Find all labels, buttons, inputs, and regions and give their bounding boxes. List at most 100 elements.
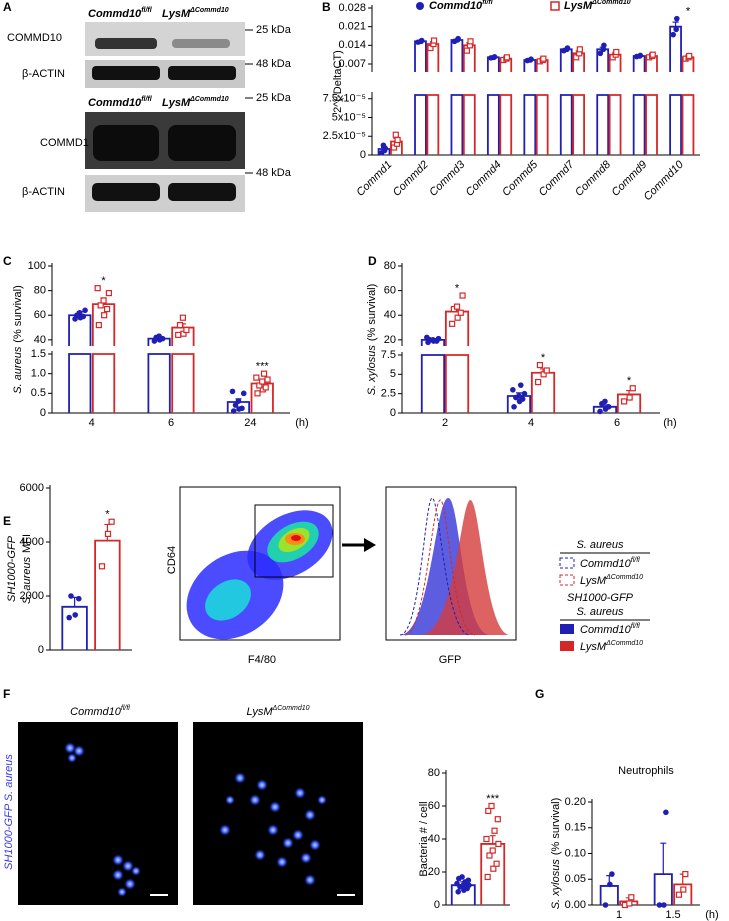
data-point <box>656 902 663 908</box>
micrograph <box>18 722 178 905</box>
genotype-label: LysMΔCommd10 <box>162 96 229 109</box>
data-point <box>649 51 656 58</box>
density-cloud <box>205 579 251 621</box>
data-point <box>430 37 438 44</box>
legend-label: Commd10fl/fl <box>429 0 494 12</box>
blot-band <box>168 66 236 80</box>
blot-band <box>92 183 160 201</box>
data-point <box>455 35 461 42</box>
legend-label: Commd10fl/fl <box>580 557 640 570</box>
y-tick-label: 2000 <box>20 590 44 602</box>
panel-label: C <box>3 254 12 268</box>
image-title: Commd10fl/fl <box>70 705 130 718</box>
legend-label-sup: fl/fl <box>482 0 494 6</box>
blot-label: COMMD1 <box>40 137 89 149</box>
legend-swatch <box>559 557 575 569</box>
genotype-text: Commd10 <box>88 97 142 109</box>
y-axis-label: SH1000-GFP <box>6 535 18 602</box>
density-cloud <box>291 535 301 541</box>
y-axis-label: Bacteria # / cell <box>418 801 430 876</box>
histogram <box>399 497 471 636</box>
significance: * <box>105 509 110 521</box>
y-tick-label: 60 <box>34 309 46 321</box>
legend-swatch <box>560 641 574 651</box>
panel-label: G <box>535 687 544 701</box>
data-point <box>637 52 644 59</box>
data-point <box>621 398 628 405</box>
data-point <box>576 46 583 53</box>
data-point <box>516 393 522 399</box>
data-point <box>503 54 511 61</box>
data-point <box>602 398 608 405</box>
x-tick-label: 6 <box>614 417 620 429</box>
micrograph <box>193 722 363 905</box>
blot-band <box>168 125 236 161</box>
data-point <box>680 886 687 893</box>
data-point <box>240 390 247 397</box>
data-point <box>675 891 683 898</box>
y-tick-label: 6000 <box>20 482 44 494</box>
legend-label-text: LysM <box>564 0 593 12</box>
legend-heading: S. aureus <box>576 606 624 618</box>
data-point <box>449 320 456 327</box>
significance: * <box>541 352 546 364</box>
genotype-text: LysM <box>162 8 191 20</box>
blot-band <box>95 38 157 49</box>
legend-heading: S. aureus <box>576 539 624 551</box>
data-point <box>673 26 679 33</box>
image-title: LysMΔCommd10 <box>246 705 309 718</box>
data-point <box>254 390 261 397</box>
y-tick-label: 0.021 <box>338 21 366 33</box>
data-point <box>597 408 603 415</box>
axis-label: GFP <box>439 654 462 666</box>
data-point <box>260 370 268 377</box>
y-tick-label: 0.028 <box>338 2 366 14</box>
data-point <box>601 42 607 49</box>
data-point <box>430 337 436 343</box>
y-axis-label: S. xylosus (% survival) <box>550 798 562 910</box>
data-point <box>484 873 491 881</box>
data-point <box>517 382 524 388</box>
data-point <box>663 809 669 816</box>
data-point <box>626 900 633 907</box>
data-point <box>97 302 104 309</box>
legend-label: LysMΔCommd10 <box>580 640 643 653</box>
data-point <box>264 376 271 383</box>
data-point <box>494 816 501 823</box>
data-point <box>463 47 471 54</box>
data-point <box>459 874 465 880</box>
data-point <box>491 827 498 834</box>
significance: * <box>627 375 632 387</box>
x-unit: (h) <box>663 417 676 429</box>
blot-label: COMMD10 <box>7 32 62 44</box>
y-axis-label-part: (% survival) <box>366 284 378 341</box>
y-tick-label: 100 <box>28 260 46 272</box>
data-point <box>485 807 492 815</box>
data-point <box>467 38 474 45</box>
y-axis-label-part: Bacteria # / cell <box>418 801 430 876</box>
y-tick-label: 0 <box>38 644 44 656</box>
blot-band <box>168 183 236 201</box>
y-tick-label: 5x10⁻⁵ <box>332 111 366 123</box>
y-axis-label-part: (% survival) <box>550 798 562 855</box>
legend-swatch <box>559 574 575 586</box>
data-point <box>239 405 245 412</box>
y-axis-label-part: S. xylosus <box>550 859 562 910</box>
panel-label: D <box>368 254 377 268</box>
y-axis-label: S. aureus (% survival) <box>12 285 24 394</box>
data-point <box>510 387 516 393</box>
genotype-sup: ΔCommd10 <box>605 640 643 647</box>
marker-label: 48 kDa <box>256 58 292 70</box>
x-tick-label: 1 <box>616 909 622 921</box>
y-tick-label: 0 <box>40 407 46 419</box>
data-point <box>259 378 266 385</box>
data-point <box>76 309 83 316</box>
data-point <box>686 52 693 60</box>
data-point <box>454 880 460 887</box>
data-point <box>101 312 108 319</box>
legend-marker <box>550 1 560 11</box>
genotype-label: Commd10fl/fl <box>88 7 153 20</box>
data-point <box>183 326 190 334</box>
y-tick-label: 0 <box>360 149 366 161</box>
